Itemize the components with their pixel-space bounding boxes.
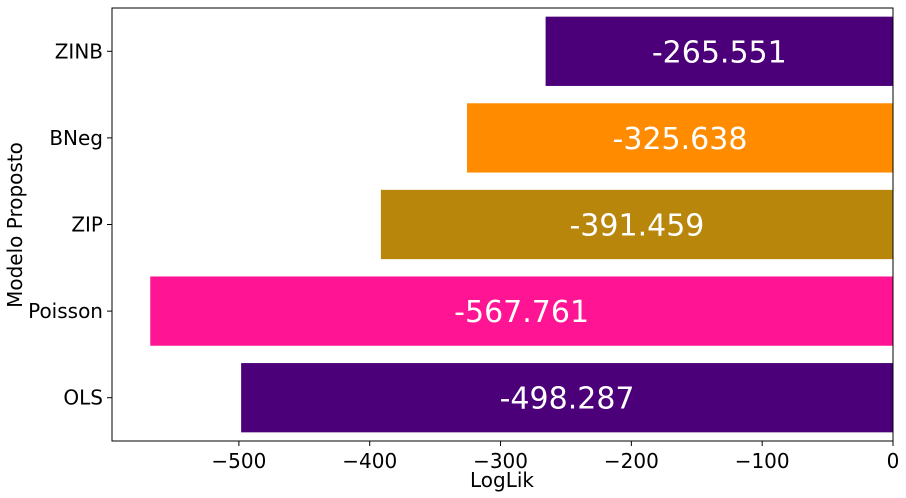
data-label-zinb: -265.551 xyxy=(652,35,787,70)
x-tick-label: 0 xyxy=(887,449,900,473)
bar-bneg xyxy=(466,103,893,173)
x-tick-label: −100 xyxy=(735,449,790,473)
data-labels-group: -498.287 -567.761 -391.459 -325.638 -265.551 xyxy=(454,35,787,416)
x-axis-label: LogLik xyxy=(470,468,534,492)
x-axis-ticks: −500 −400 −300 −200 −100 0 xyxy=(211,441,899,473)
bars-group xyxy=(150,16,894,433)
y-tick-label: ZINB xyxy=(55,39,103,63)
x-tick-label: −200 xyxy=(604,449,659,473)
x-tick-label: −400 xyxy=(342,449,397,473)
data-label-poisson: -567.761 xyxy=(454,295,589,330)
bar-zinb xyxy=(545,16,893,86)
data-label-ols: -498.287 xyxy=(500,382,635,417)
bar-zip xyxy=(380,189,893,260)
y-tick-label: ZIP xyxy=(71,213,103,237)
data-label-bneg: -325.638 xyxy=(613,122,748,157)
bar-ols xyxy=(241,363,894,433)
y-tick-label: OLS xyxy=(63,386,103,410)
y-tick-label: Poisson xyxy=(28,299,103,323)
y-axis-label: Modelo Proposto xyxy=(3,142,27,308)
x-tick-label: −300 xyxy=(473,449,528,473)
bar-poisson xyxy=(150,276,894,346)
x-tick-label: −500 xyxy=(211,449,266,473)
y-axis-ticks: OLS Poisson ZIP BNeg ZINB xyxy=(28,39,112,410)
data-label-zip: -391.459 xyxy=(569,209,704,244)
y-tick-label: BNeg xyxy=(49,126,103,150)
